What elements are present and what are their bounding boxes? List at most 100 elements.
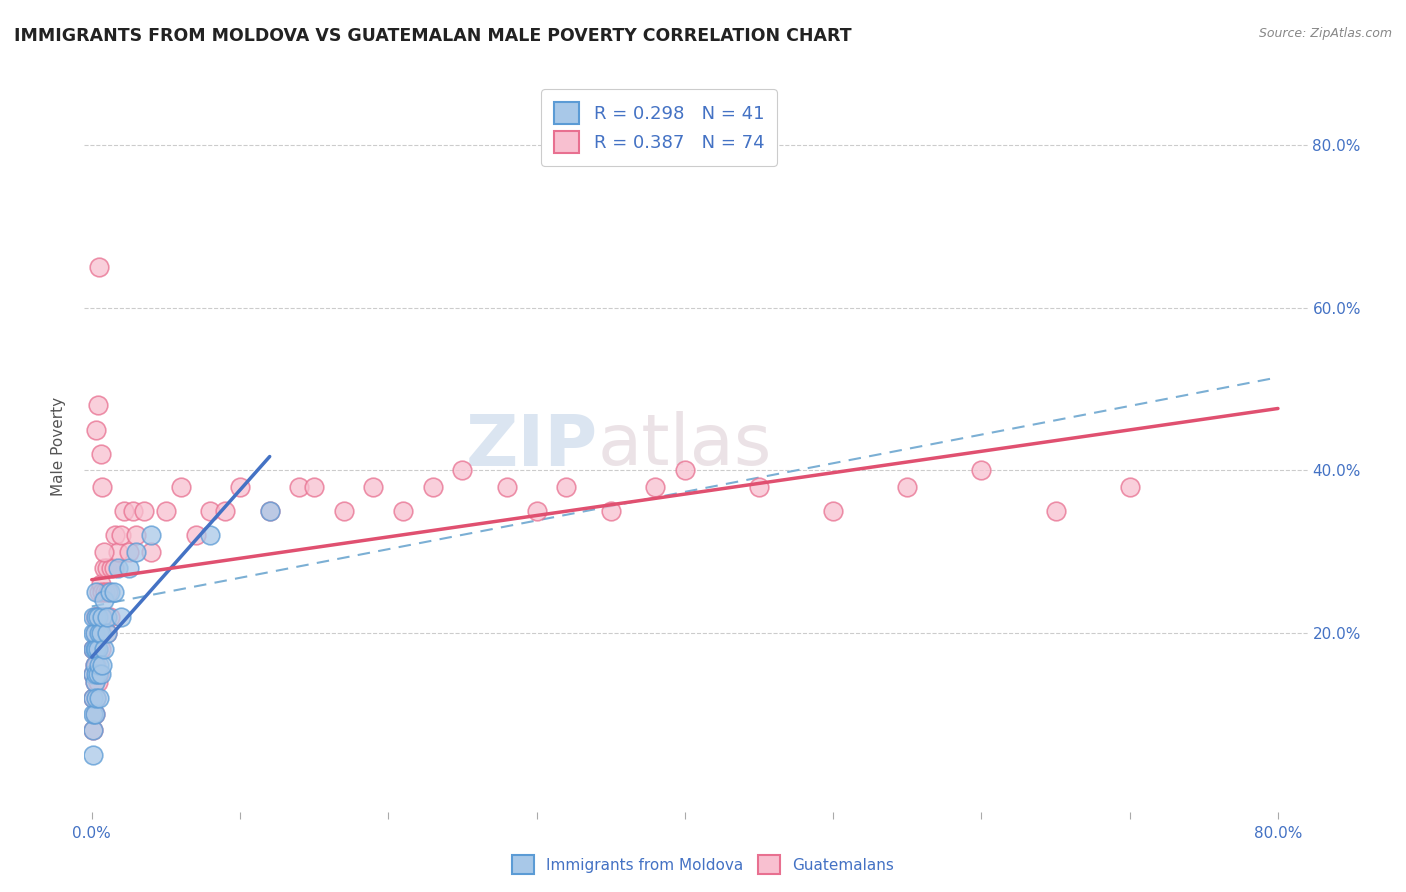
Point xyxy=(90,626,112,640)
Point xyxy=(392,504,415,518)
Text: atlas: atlas xyxy=(598,411,772,481)
Point xyxy=(363,480,385,494)
Point xyxy=(644,480,666,494)
Point xyxy=(170,480,193,494)
Point xyxy=(83,674,105,689)
Point xyxy=(83,707,105,722)
Point xyxy=(91,609,114,624)
Text: ZIP: ZIP xyxy=(465,411,598,481)
Point xyxy=(125,544,148,558)
Point xyxy=(83,658,105,673)
Point xyxy=(89,666,111,681)
Point xyxy=(125,528,148,542)
Point xyxy=(84,609,107,624)
Point xyxy=(1045,504,1067,518)
Point xyxy=(83,609,105,624)
Point xyxy=(91,585,114,599)
Point xyxy=(82,707,104,722)
Point xyxy=(599,504,621,518)
Point xyxy=(132,504,155,518)
Point xyxy=(90,447,112,461)
Point xyxy=(82,723,104,738)
Point xyxy=(82,666,104,681)
Text: IMMIGRANTS FROM MOLDOVA VS GUATEMALAN MALE POVERTY CORRELATION CHART: IMMIGRANTS FROM MOLDOVA VS GUATEMALAN MA… xyxy=(14,27,852,45)
Point xyxy=(82,690,104,705)
Point xyxy=(110,609,132,624)
Point xyxy=(103,585,125,599)
Point xyxy=(86,666,108,681)
Point xyxy=(118,561,141,575)
Point xyxy=(91,480,114,494)
Point xyxy=(84,609,107,624)
Point xyxy=(103,561,125,575)
Point xyxy=(89,626,111,640)
Text: Source: ZipAtlas.com: Source: ZipAtlas.com xyxy=(1258,27,1392,40)
Point xyxy=(555,480,578,494)
Point xyxy=(94,585,117,599)
Point xyxy=(422,480,444,494)
Point xyxy=(86,642,108,657)
Point xyxy=(90,577,112,591)
Point xyxy=(96,626,118,640)
Point xyxy=(93,609,115,624)
Point xyxy=(86,398,108,412)
Point xyxy=(91,626,114,640)
Point xyxy=(259,504,281,518)
Point xyxy=(93,544,115,558)
Point xyxy=(139,528,162,542)
Point xyxy=(91,658,114,673)
Point xyxy=(229,480,252,494)
Point xyxy=(100,561,122,575)
Point xyxy=(82,747,104,762)
Point xyxy=(82,642,104,657)
Point xyxy=(82,609,104,624)
Point xyxy=(89,585,111,599)
Point xyxy=(97,585,120,599)
Point xyxy=(83,658,105,673)
Point xyxy=(110,528,132,542)
Point xyxy=(86,609,108,624)
Point xyxy=(200,504,222,518)
Point xyxy=(84,658,107,673)
Point xyxy=(259,504,281,518)
Point xyxy=(122,504,145,518)
Point xyxy=(526,504,548,518)
Point xyxy=(82,690,104,705)
Point xyxy=(89,690,111,705)
Point xyxy=(214,504,236,518)
Point xyxy=(823,504,845,518)
Point xyxy=(89,658,111,673)
Point xyxy=(98,585,121,599)
Point xyxy=(96,609,118,624)
Point xyxy=(98,609,121,624)
Point xyxy=(496,480,519,494)
Point xyxy=(96,561,118,575)
Point xyxy=(84,642,107,657)
Legend: Immigrants from Moldova, Guatemalans: Immigrants from Moldova, Guatemalans xyxy=(506,849,900,880)
Point xyxy=(200,528,222,542)
Point xyxy=(82,723,104,738)
Point xyxy=(89,626,111,640)
Point xyxy=(139,544,162,558)
Point xyxy=(96,626,118,640)
Point xyxy=(84,690,107,705)
Point xyxy=(104,528,127,542)
Point xyxy=(118,544,141,558)
Point xyxy=(83,626,105,640)
Point xyxy=(86,674,108,689)
Point xyxy=(84,666,107,681)
Point xyxy=(93,561,115,575)
Point xyxy=(89,260,111,275)
Point xyxy=(748,480,770,494)
Point xyxy=(90,666,112,681)
Point xyxy=(82,666,104,681)
Point xyxy=(112,504,135,518)
Point xyxy=(83,642,105,657)
Point xyxy=(302,480,325,494)
Point xyxy=(107,544,129,558)
Point xyxy=(83,626,105,640)
Point xyxy=(93,593,115,607)
Point xyxy=(84,585,107,599)
Point xyxy=(82,626,104,640)
Point xyxy=(84,423,107,437)
